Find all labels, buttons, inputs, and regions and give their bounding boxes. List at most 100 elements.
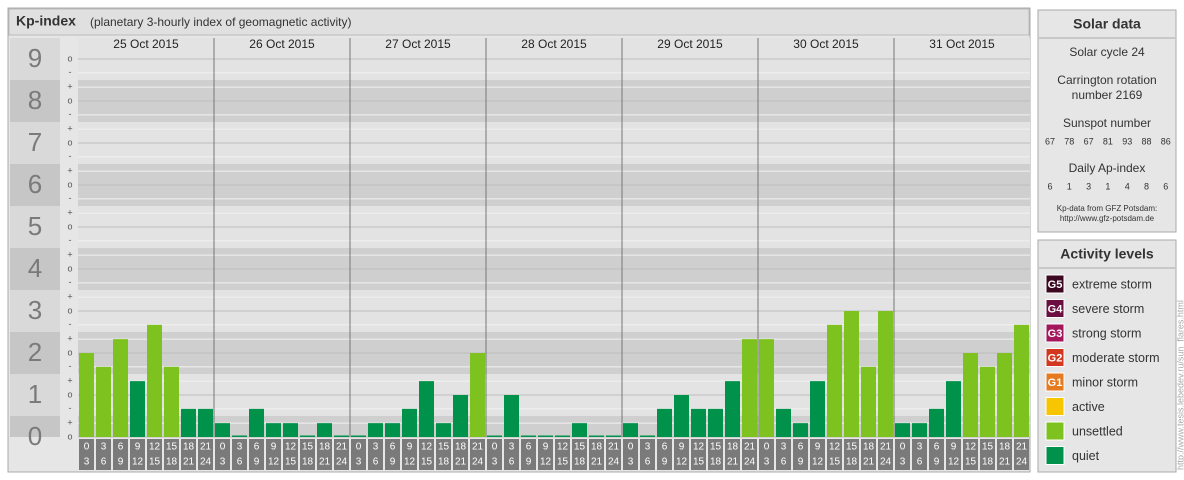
slot-label: 18	[863, 442, 875, 453]
minor-tick-label: +	[67, 166, 72, 176]
legend-label: severe storm	[1072, 302, 1144, 316]
legend-badge: G4	[1048, 303, 1064, 315]
slot-box	[980, 439, 995, 470]
minor-tick-label: o	[67, 53, 72, 63]
carrington: Carrington rotation	[1057, 73, 1156, 87]
slot-box	[317, 439, 332, 470]
legend-label: minor storm	[1072, 375, 1138, 389]
slot-label: 6	[509, 457, 515, 468]
minor-tick-label: +	[67, 418, 72, 428]
slot-label: 18	[183, 442, 195, 453]
slot-box	[130, 439, 145, 470]
slot-label: 0	[84, 442, 90, 453]
ap-value: 6	[1163, 181, 1168, 191]
minor-tick-label: o	[67, 179, 72, 189]
label-cell	[10, 206, 60, 248]
legend-label: extreme storm	[1072, 277, 1152, 291]
minor-tick-label: o	[67, 389, 72, 399]
slot-box	[283, 439, 298, 470]
slot-label: 15	[285, 457, 297, 468]
legend-label: active	[1072, 400, 1105, 414]
bar	[878, 311, 893, 437]
legend-swatch	[1045, 397, 1065, 416]
bar	[742, 339, 757, 437]
bar	[827, 324, 842, 437]
bar	[657, 408, 672, 437]
minor-tick-label: +	[67, 208, 72, 218]
bar	[674, 395, 689, 437]
slot-label: 18	[982, 457, 994, 468]
minor-tick-label: o	[67, 263, 72, 273]
label-cell	[10, 122, 60, 164]
minor-tick-label: +	[67, 82, 72, 92]
label-cell	[10, 164, 60, 206]
slot-label: 9	[951, 442, 957, 453]
bar	[164, 366, 179, 437]
slot-label: 24	[880, 457, 892, 468]
slot-box	[79, 439, 94, 470]
ap-value: 8	[1144, 181, 1149, 191]
legend-badge: G2	[1048, 352, 1063, 364]
slot-label: 6	[373, 457, 379, 468]
slot-label: 18	[727, 442, 739, 453]
band	[78, 416, 1030, 437]
label-cell	[10, 38, 60, 80]
minor-tick-label: -	[69, 277, 72, 287]
slot-label: 15	[846, 442, 858, 453]
slot-box	[198, 439, 213, 470]
bar	[470, 353, 485, 437]
sunspot-value: 86	[1161, 136, 1171, 146]
slot-label: 3	[492, 457, 498, 468]
legend-swatch	[1045, 421, 1065, 441]
y-tick-label: 4	[28, 253, 42, 283]
minor-tick-label: +	[67, 334, 72, 344]
bar	[708, 408, 723, 437]
y-tick-label: 6	[28, 169, 42, 199]
minor-tick-label: +	[67, 292, 72, 302]
minor-tick-label: -	[69, 67, 72, 77]
slot-box	[385, 439, 400, 470]
slot-label: 12	[829, 442, 841, 453]
bar	[181, 408, 196, 437]
slot-box	[334, 439, 349, 470]
slot-label: 9	[135, 442, 141, 453]
day-label: 29 Oct 2015	[657, 37, 723, 51]
slot-label: 6	[662, 442, 668, 453]
day-label: 26 Oct 2015	[249, 37, 315, 51]
y-tick-label: 0	[28, 421, 42, 451]
slot-label: 21	[608, 442, 620, 453]
slot-box	[606, 439, 621, 470]
slot-label: 9	[815, 442, 821, 453]
slot-label: 0	[764, 442, 770, 453]
sunspot-value: 67	[1084, 136, 1094, 146]
slot-label: 15	[693, 457, 705, 468]
bar	[453, 395, 468, 437]
slot-label: 18	[302, 457, 314, 468]
slot-label: 9	[407, 442, 413, 453]
slot-label: 9	[118, 457, 124, 468]
slot-label: 24	[1016, 457, 1028, 468]
legend-label: unsettled	[1072, 424, 1123, 438]
source: Kp-data from GFZ Potsdam:	[1057, 204, 1157, 213]
slot-box	[674, 439, 689, 470]
slot-label: 12	[404, 457, 416, 468]
bar	[776, 408, 791, 437]
label-cell	[10, 248, 60, 290]
y-tick-label: 1	[28, 379, 42, 409]
bar	[793, 423, 808, 437]
slot-box	[249, 439, 264, 470]
minor-tick-label: o	[67, 305, 72, 315]
slot-box	[963, 439, 978, 470]
slot-label: 24	[472, 457, 484, 468]
bar	[198, 408, 213, 437]
slot-label: 0	[628, 442, 634, 453]
slot-label: 0	[220, 442, 226, 453]
slot-label: 12	[812, 457, 824, 468]
slot-label: 15	[438, 442, 450, 453]
minor-tick-label: -	[69, 109, 72, 119]
label-cell	[10, 290, 60, 332]
legend-badge: G3	[1048, 328, 1063, 340]
slot-label: 6	[645, 457, 651, 468]
bar	[96, 366, 111, 437]
slot-label: 6	[917, 457, 923, 468]
